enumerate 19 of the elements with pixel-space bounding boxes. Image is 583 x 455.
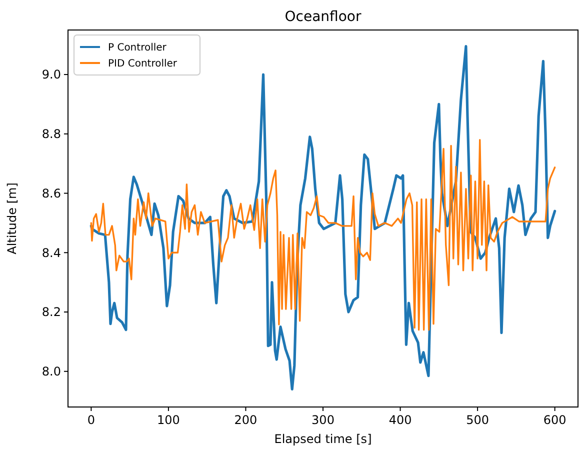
line-series: [90, 138, 556, 331]
x-tick-label: 0: [87, 413, 95, 427]
y-tick-label: 8.0: [42, 364, 61, 379]
x-tick-label: 400: [388, 413, 412, 427]
x-tick-label: 500: [466, 413, 489, 427]
y-tick-label: 8.2: [42, 305, 61, 320]
y-tick-label: 9.0: [42, 68, 61, 82]
chart-title: Oceanfloor: [284, 9, 362, 25]
y-axis-title: Altitude [m]: [5, 182, 19, 254]
x-tick-label: 100: [157, 413, 180, 427]
legend-label: PID Controller: [108, 58, 178, 70]
y-tick-label: 8.6: [42, 186, 61, 200]
x-axis-title: Elapsed time [s]: [274, 432, 372, 446]
x-tick-label: 600: [543, 413, 566, 427]
x-tick-label: 200: [234, 413, 258, 427]
y-tick-label: 8.8: [42, 127, 61, 142]
x-tick-label: 300: [312, 413, 334, 427]
legend-label: P Controller: [108, 42, 168, 54]
y-tick-label: 8.4: [42, 246, 61, 260]
